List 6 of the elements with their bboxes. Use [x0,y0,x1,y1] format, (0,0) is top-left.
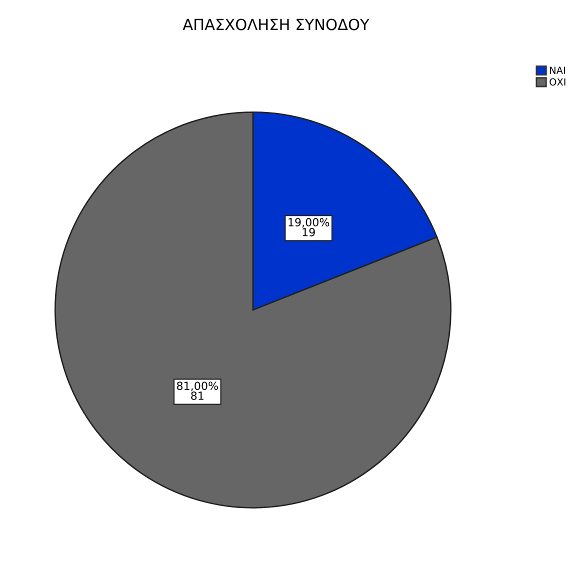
data-label: 19,00% 19 [288,218,330,236]
pie-slice [54,111,452,508]
chart-title: ΑΠΑΣΧΟΛΗΣΗ ΣΥΝΟΔΟΥ [182,18,370,30]
legend-label: ΟΧΙ [550,78,566,86]
legend-label: ΝΑΙ [550,66,565,74]
data-label: 81,00% 81 [176,382,218,400]
